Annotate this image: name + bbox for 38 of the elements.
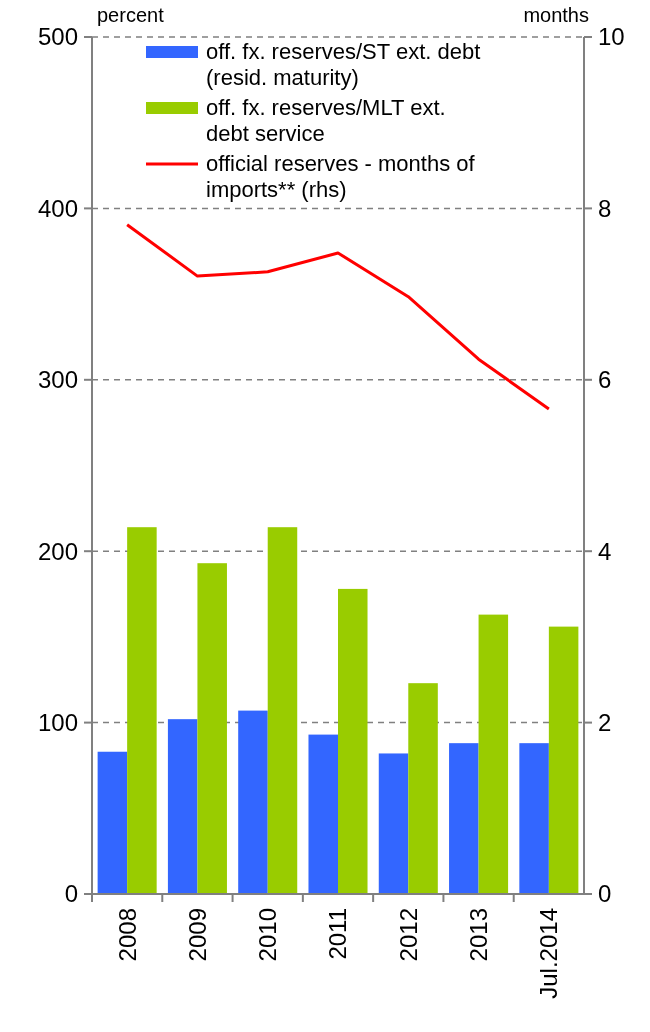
x-tick-label: 2008 (113, 908, 141, 962)
bar (127, 527, 157, 894)
y2-tick-label: 2 (598, 709, 612, 736)
legend-label: official reserves - months of imports** (rhs) (206, 151, 476, 202)
x-tick-label: 2012 (394, 908, 422, 962)
y-tick-label: 300 (37, 366, 78, 394)
x-tick-label: 2009 (183, 908, 211, 962)
bar (267, 527, 298, 894)
y-tick-label: 400 (37, 194, 78, 222)
legend-label: off. fx. reserves/ST ext. debt (resid. maturity) (206, 39, 481, 90)
bar (197, 563, 227, 894)
bar (338, 588, 368, 894)
bar (449, 743, 479, 894)
y2-tick-label: 6 (598, 366, 612, 394)
x-tick-label: 2010 (254, 908, 282, 962)
bar (167, 719, 198, 894)
y2-tick-label: 8 (598, 194, 612, 222)
x-tick-label: 2013 (464, 908, 492, 962)
x-tick-label: 2011 (324, 908, 352, 960)
y2-axis-title: months (523, 4, 589, 26)
bar (97, 751, 128, 894)
bar (238, 710, 268, 894)
y-tick-label: 0 (64, 880, 78, 908)
bar (548, 626, 579, 894)
bar (408, 683, 438, 894)
y-axis-title: percent (97, 4, 165, 26)
y-tick-label: 100 (37, 709, 78, 736)
bar (478, 614, 509, 894)
bar (519, 743, 549, 894)
y2-tick-label: 0 (598, 880, 612, 908)
y-tick-label: 500 (37, 23, 78, 51)
y2-tick-label: 10 (598, 23, 625, 51)
x-tick-label: Jul.2014 (535, 908, 563, 999)
y2-tick-label: 4 (598, 537, 612, 565)
bar (308, 734, 338, 894)
y-tick-label: 200 (37, 537, 78, 565)
bar (378, 753, 409, 894)
line-series (125, 223, 551, 411)
